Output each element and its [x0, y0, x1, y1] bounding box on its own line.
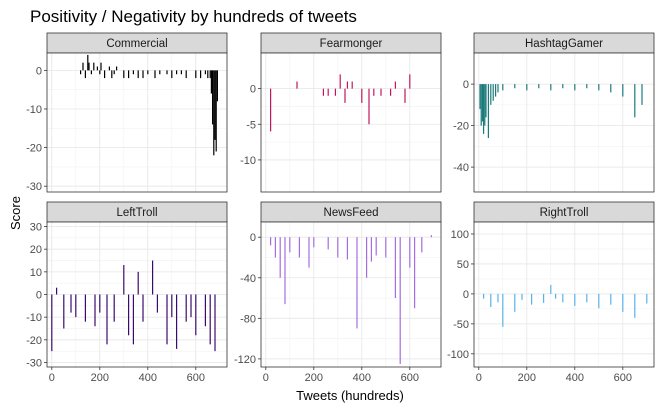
panel-background [474, 222, 654, 367]
x-axis-title: Tweets (hundreds) [296, 388, 404, 403]
y-tick-label: -30 [26, 181, 42, 193]
x-tick-label: 200 [518, 372, 536, 384]
y-tick-label: 0 [463, 289, 469, 301]
y-tick-label: -10 [26, 312, 42, 324]
panel-background [474, 53, 654, 192]
y-tick-label: 10 [30, 267, 42, 279]
y-tick-label: 0 [250, 84, 256, 96]
x-tick-label: 0 [263, 372, 269, 384]
y-tick-label: -40 [240, 273, 256, 285]
y-tick-label: -80 [240, 313, 256, 325]
y-tick-label: -120 [234, 354, 256, 366]
y-tick-label: 30 [30, 222, 42, 234]
y-tick-label: 100 [451, 229, 469, 241]
y-tick-label: 50 [457, 259, 469, 271]
y-tick-label: 0 [36, 290, 42, 302]
facet-label: NewsFeed [324, 207, 379, 219]
y-tick-label: -10 [26, 104, 42, 116]
facet-label: HashtagGamer [525, 38, 603, 50]
y-tick-label: -20 [26, 143, 42, 155]
y-tick-label: 0 [250, 232, 256, 244]
chart-title: Positivity / Negativity by hundreds of t… [30, 7, 357, 26]
y-tick-label: -100 [447, 349, 469, 361]
panel-background [261, 53, 441, 192]
x-tick-label: 600 [614, 372, 632, 384]
panel-border [473, 221, 655, 368]
x-tick-label: 400 [353, 372, 371, 384]
y-tick-label: -30 [26, 357, 42, 369]
x-tick-label: 0 [476, 372, 482, 384]
facet-label: Commercial [106, 38, 167, 50]
x-tick-label: 200 [305, 372, 323, 384]
panel-background [261, 222, 441, 367]
x-tick-label: 400 [139, 372, 157, 384]
facet-label: Fearmonger [320, 38, 383, 50]
panel-border [473, 52, 655, 193]
x-tick-label: 200 [91, 372, 109, 384]
y-tick-label: -20 [26, 335, 42, 347]
y-tick-label: 0 [36, 65, 42, 77]
y-tick-label: -10 [240, 155, 256, 167]
y-tick-label: 20 [30, 244, 42, 256]
y-tick-label: 0 [463, 79, 469, 91]
facet-label: LeftTroll [116, 207, 157, 219]
panel-border [260, 52, 442, 193]
y-tick-label: -50 [453, 319, 469, 331]
x-tick-label: 0 [49, 372, 55, 384]
x-tick-label: 400 [566, 372, 584, 384]
panel-border [46, 52, 228, 193]
x-tick-label: 600 [401, 372, 419, 384]
y-tick-label: -5 [246, 119, 256, 131]
y-tick-label: -20 [453, 121, 469, 133]
y-axis-title: Score [8, 196, 23, 230]
panel-border [46, 221, 228, 368]
panel-border [260, 221, 442, 368]
facet-label: RightTroll [540, 207, 589, 219]
panel-background [47, 53, 227, 192]
y-tick-label: -40 [453, 162, 469, 174]
x-tick-label: 600 [187, 372, 205, 384]
